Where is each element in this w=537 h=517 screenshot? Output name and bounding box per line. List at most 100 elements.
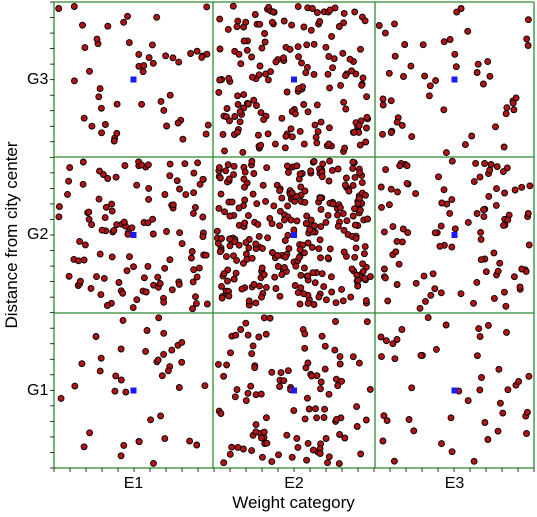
data-point	[120, 441, 128, 449]
data-point	[230, 162, 238, 170]
data-point	[108, 207, 116, 215]
data-point	[264, 76, 272, 84]
data-point	[438, 199, 446, 207]
data-point	[191, 203, 199, 211]
data-point	[241, 196, 249, 204]
data-point	[476, 386, 484, 394]
data-point	[133, 181, 141, 189]
data-point	[220, 270, 228, 278]
data-point	[64, 190, 71, 198]
data-point	[317, 223, 325, 231]
data-point	[307, 216, 315, 224]
data-point	[526, 182, 534, 190]
data-point	[226, 450, 234, 458]
data-point	[79, 180, 87, 188]
data-point	[380, 265, 388, 273]
data-point	[356, 194, 363, 202]
data-point	[215, 164, 223, 172]
data-point	[464, 27, 472, 35]
data-point	[221, 208, 228, 216]
data-point	[503, 104, 511, 112]
y-tick-label-g1: G1	[27, 381, 49, 399]
data-point	[257, 434, 265, 442]
data-point	[80, 114, 88, 122]
data-point	[241, 168, 249, 176]
data-point	[494, 267, 502, 275]
data-point	[287, 125, 295, 133]
data-point	[81, 241, 89, 249]
data-point	[92, 333, 100, 340]
data-point	[351, 253, 359, 261]
cell-center-marker	[130, 232, 137, 238]
cell-center-marker	[130, 76, 137, 83]
data-point	[356, 141, 364, 149]
data-point	[204, 121, 212, 129]
data-point	[349, 164, 357, 172]
data-point	[315, 293, 323, 301]
data-point	[342, 174, 350, 182]
data-point	[93, 35, 101, 43]
data-point	[133, 296, 141, 304]
data-point	[65, 177, 73, 185]
data-point	[440, 38, 448, 46]
data-point	[524, 16, 532, 24]
data-point	[385, 69, 393, 77]
data-point	[281, 253, 289, 261]
data-point	[291, 282, 299, 289]
data-point	[481, 419, 489, 426]
data-point	[310, 301, 318, 308]
data-point	[144, 161, 152, 169]
data-point	[286, 45, 294, 53]
data-point	[225, 74, 233, 82]
data-point	[391, 20, 398, 28]
data-point	[314, 128, 322, 136]
data-point	[232, 331, 240, 339]
data-point	[502, 110, 510, 118]
data-point	[303, 456, 311, 464]
data-point	[216, 76, 224, 84]
data-point	[412, 279, 420, 287]
cell-center-marker	[291, 76, 297, 83]
data-point	[216, 174, 224, 182]
data-point	[377, 183, 385, 191]
data-point	[322, 296, 330, 304]
data-point	[243, 46, 251, 54]
data-point	[75, 257, 82, 265]
data-point	[103, 302, 111, 309]
data-point	[363, 318, 371, 326]
data-point	[302, 69, 310, 77]
data-point	[484, 321, 492, 329]
data-point	[112, 372, 120, 380]
data-point	[268, 249, 276, 256]
data-point	[121, 162, 129, 170]
data-point	[304, 299, 312, 307]
data-point	[234, 92, 242, 100]
data-point	[482, 268, 490, 276]
data-point	[264, 130, 272, 138]
data-point	[294, 3, 302, 11]
data-point	[477, 256, 485, 264]
data-point	[357, 45, 364, 53]
data-point	[362, 416, 370, 424]
data-point	[257, 141, 265, 149]
data-point	[351, 221, 359, 229]
data-point	[247, 382, 255, 390]
data-point	[258, 293, 265, 301]
data-point	[493, 185, 500, 193]
data-point	[224, 25, 232, 33]
data-point	[173, 177, 181, 185]
data-point	[356, 169, 364, 177]
data-point	[250, 96, 258, 104]
data-point	[260, 271, 268, 279]
data-point	[343, 217, 351, 225]
data-point	[477, 228, 485, 236]
data-point	[284, 231, 292, 239]
data-point	[440, 106, 448, 114]
data-point	[324, 459, 331, 467]
data-point	[432, 77, 440, 85]
data-point	[242, 250, 250, 258]
data-point	[339, 210, 347, 218]
data-point	[408, 133, 416, 141]
data-point	[381, 274, 389, 282]
data-point	[300, 140, 308, 148]
